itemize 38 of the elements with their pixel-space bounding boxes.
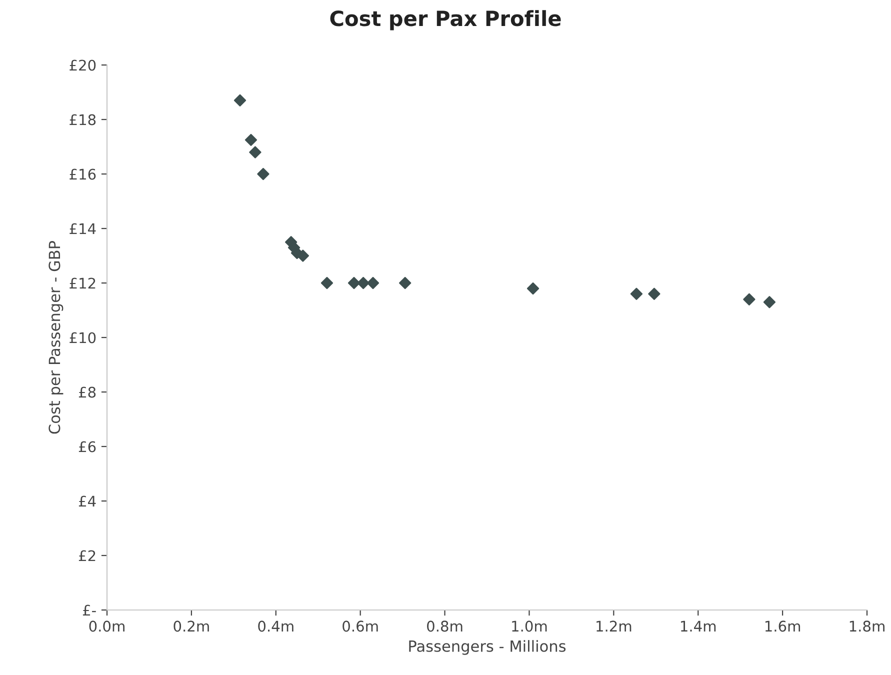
point	[257, 168, 270, 180]
x-tick-label: 0.4m	[258, 620, 294, 632]
point	[357, 276, 370, 290]
y-tick-label: £18	[70, 114, 96, 126]
y-tick-label: £20	[70, 60, 96, 71]
x-axis-title: Passengers - Millions	[409, 640, 566, 655]
chart-title: Cost per Pax Profile	[330, 10, 561, 30]
x-tick-label: 1.8m	[850, 620, 884, 632]
y-tick-label: £8	[78, 386, 96, 398]
point	[630, 288, 643, 300]
point	[244, 134, 258, 146]
point	[234, 94, 246, 106]
point	[320, 276, 334, 290]
point	[249, 146, 262, 158]
y-tick-label: £4	[78, 496, 96, 507]
point	[743, 293, 756, 306]
y-tick-label: £10	[70, 332, 96, 344]
point	[399, 276, 412, 290]
y-tick-label: £12	[70, 278, 96, 289]
point	[526, 282, 540, 295]
point	[648, 288, 660, 300]
y-tick-label: £16	[70, 168, 96, 180]
point	[366, 276, 380, 290]
x-tick-label: 1.4m	[681, 620, 716, 632]
x-tick-label: 1.2m	[596, 620, 632, 632]
y-tick-label: £6	[78, 441, 96, 452]
x-tick-label: 0.0m	[89, 620, 124, 632]
x-tick-label: 0.8m	[427, 620, 462, 632]
x-tick-label: 0.2m	[174, 620, 209, 632]
point	[763, 296, 776, 308]
x-tick-label: 1.0m	[512, 620, 547, 632]
y-axis-title: Cost per Passenger - GBP	[48, 240, 64, 434]
x-tick-label: 0.6m	[342, 620, 378, 632]
y-tick-label: £-	[82, 604, 96, 616]
y-tick-label: £2	[78, 550, 96, 562]
point	[348, 276, 360, 290]
x-tick-label: 1.6m	[765, 620, 800, 632]
y-tick-label: £14	[70, 223, 96, 234]
